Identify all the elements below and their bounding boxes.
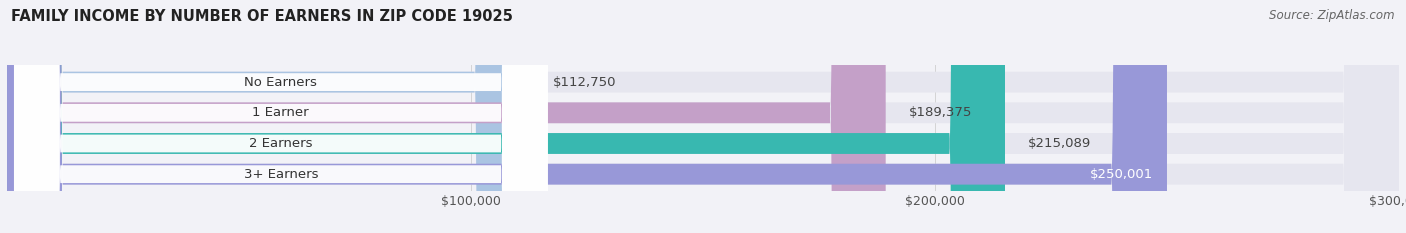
- FancyBboxPatch shape: [7, 0, 1399, 233]
- FancyBboxPatch shape: [7, 0, 1167, 233]
- FancyBboxPatch shape: [7, 0, 886, 233]
- Text: $189,375: $189,375: [908, 106, 973, 119]
- FancyBboxPatch shape: [14, 0, 547, 233]
- FancyBboxPatch shape: [14, 0, 547, 233]
- Text: $250,001: $250,001: [1090, 168, 1153, 181]
- Text: FAMILY INCOME BY NUMBER OF EARNERS IN ZIP CODE 19025: FAMILY INCOME BY NUMBER OF EARNERS IN ZI…: [11, 9, 513, 24]
- FancyBboxPatch shape: [7, 0, 1399, 233]
- FancyBboxPatch shape: [7, 0, 1399, 233]
- Text: 3+ Earners: 3+ Earners: [243, 168, 318, 181]
- FancyBboxPatch shape: [7, 0, 530, 233]
- Text: 1 Earner: 1 Earner: [253, 106, 309, 119]
- FancyBboxPatch shape: [14, 0, 547, 233]
- Text: 2 Earners: 2 Earners: [249, 137, 312, 150]
- Text: $112,750: $112,750: [554, 76, 617, 89]
- Text: No Earners: No Earners: [245, 76, 318, 89]
- FancyBboxPatch shape: [7, 0, 1399, 233]
- Text: Source: ZipAtlas.com: Source: ZipAtlas.com: [1270, 9, 1395, 22]
- FancyBboxPatch shape: [7, 0, 1005, 233]
- FancyBboxPatch shape: [14, 0, 547, 233]
- Text: $215,089: $215,089: [1028, 137, 1091, 150]
